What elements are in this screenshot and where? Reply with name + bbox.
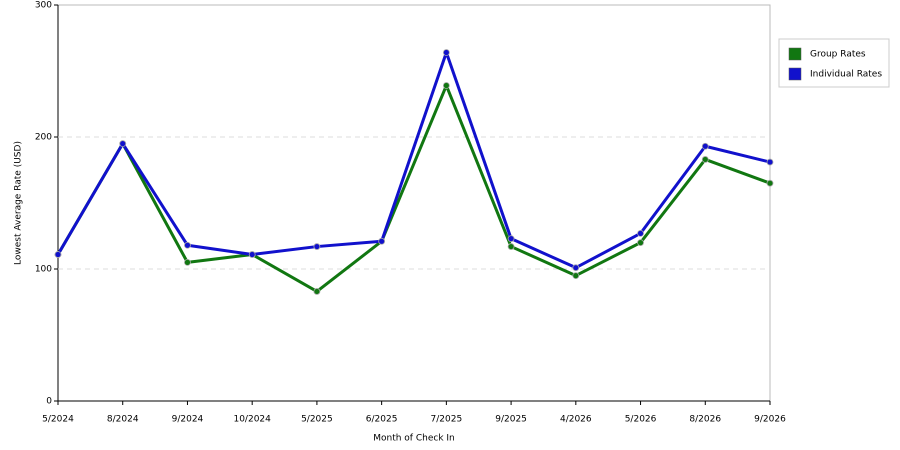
point [637, 229, 644, 237]
point [766, 179, 774, 187]
x-tick-label: 8/2024 [107, 415, 139, 425]
x-tick-label: 6/2025 [366, 415, 398, 425]
x-tick-label: 9/2024 [172, 415, 204, 425]
x-tick-label: 9/2025 [495, 415, 527, 425]
series-line [56, 51, 771, 270]
y-tick-label: 200 [35, 133, 52, 143]
point [248, 251, 256, 258]
point [637, 239, 644, 247]
point [442, 49, 450, 56]
point [313, 243, 321, 250]
x-tick-label: 5/2024 [42, 415, 74, 425]
y-tick-label: 100 [35, 265, 52, 275]
x-tick-label: 4/2026 [560, 415, 592, 425]
x-tick-label: 9/2026 [754, 415, 786, 425]
y-tick-label: 300 [35, 1, 52, 11]
point [119, 140, 127, 148]
point [313, 288, 321, 295]
point [701, 142, 709, 150]
x-tick-label: 7/2025 [431, 415, 463, 425]
legend-swatch [788, 47, 802, 61]
point [378, 237, 386, 245]
x-tick-label: 5/2025 [301, 415, 333, 425]
legend-swatch [788, 67, 802, 81]
point [54, 251, 62, 258]
point [442, 82, 450, 89]
y-tick-label: 0 [46, 397, 52, 407]
legend-label: Group Rates [810, 50, 866, 60]
point [184, 241, 191, 249]
x-tick-label: 10/2024 [233, 415, 271, 425]
x-tick-label: 8/2026 [689, 415, 721, 425]
legend-label: Individual Rates [810, 70, 882, 80]
x-tick-label: 5/2026 [625, 415, 657, 425]
point [572, 264, 580, 272]
y-axis-label: Lowest Average Rate (USD) [14, 141, 24, 265]
series-line [56, 84, 771, 293]
x-axis-label: Month of Check In [373, 434, 455, 444]
point [507, 235, 515, 243]
point [572, 272, 580, 280]
point [507, 243, 515, 250]
point [184, 258, 191, 266]
point [701, 156, 709, 163]
point [766, 158, 774, 166]
